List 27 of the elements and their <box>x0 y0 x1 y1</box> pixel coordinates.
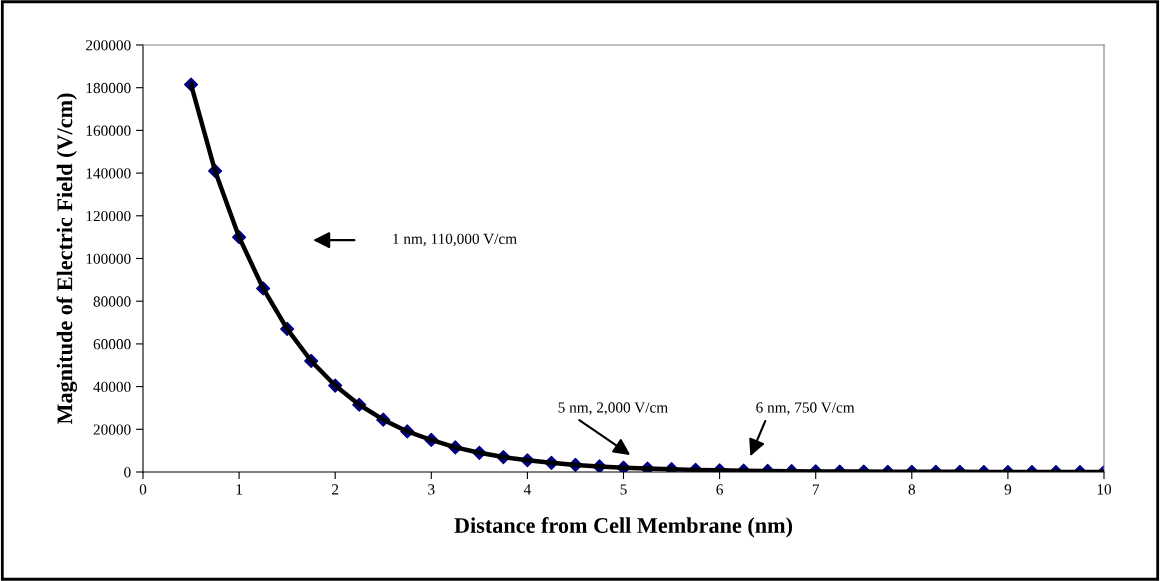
x-tick-label: 8 <box>908 484 916 495</box>
y-tick-label: 140000 <box>86 168 131 179</box>
y-tick-label: 60000 <box>93 339 131 350</box>
y-tick-label: 40000 <box>93 381 131 393</box>
x-tick-label: 4 <box>523 484 531 495</box>
x-tick-label: 9 <box>1004 484 1012 495</box>
x-tick-label: 2 <box>332 484 339 495</box>
x-tick-label: 3 <box>428 484 435 495</box>
y-tick-label: 100000 <box>86 253 131 264</box>
annotation: 5 nm, 2,000 V/cm <box>558 402 668 415</box>
x-tick-label: 1 <box>236 484 242 495</box>
x-tick-label: 6 <box>716 484 723 495</box>
y-tick-label: 80000 <box>93 296 131 307</box>
y-tick-label: 200000 <box>86 40 131 51</box>
y-tick-label: 20000 <box>93 424 131 435</box>
y-axis-title: Magnitude of Electric Field (V/cm) <box>56 93 78 425</box>
annotation: 1 nm, 110,000 V/cm <box>393 233 517 247</box>
y-tick-label: 180000 <box>86 82 131 94</box>
x-tick-label: 7 <box>812 484 820 495</box>
y-tick-label: 160000 <box>86 125 131 136</box>
y-tick-label: 0 <box>124 467 131 478</box>
annotation: 6 nm, 750 V/cm <box>756 402 855 415</box>
x-tick-label: 0 <box>139 484 147 495</box>
x-tick-label: 10 <box>1097 484 1112 495</box>
x-tick-label: 5 <box>620 484 627 495</box>
y-tick-label: 120000 <box>86 210 131 222</box>
x-axis-title: Distance from Cell Membrane (nm) <box>454 517 793 538</box>
